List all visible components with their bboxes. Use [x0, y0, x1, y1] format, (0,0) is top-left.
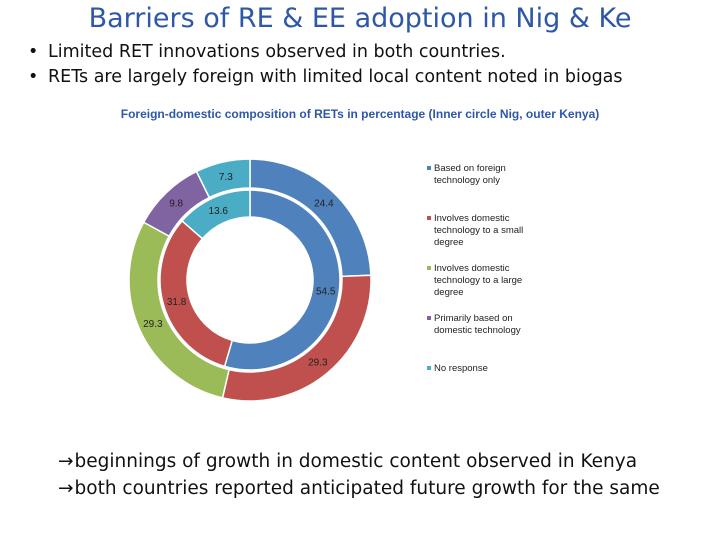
legend-item-small-domestic: Involves domestic technology to a small …	[427, 213, 547, 249]
arrow-right-icon: →	[58, 478, 74, 499]
bullet-marker: •	[28, 42, 39, 62]
outer-data-label-small-domestic: 29.3	[308, 358, 328, 369]
legend-label: Involves domestic technology to a small …	[434, 213, 524, 248]
inner-data-label-small-domestic: 31.8	[167, 297, 187, 308]
legend-label: No response	[434, 363, 488, 374]
footer-text: both countries reported anticipated futu…	[74, 478, 660, 499]
outer-slice-no-response	[195, 158, 251, 199]
legend-swatch-no-response	[427, 366, 431, 370]
legend-item-large-domestic: Involves domestic technology to a large …	[427, 263, 547, 299]
legend-label: Involves domestic technology to a large …	[434, 263, 523, 298]
footer-notes: →beginnings of growth in domestic conten…	[58, 448, 660, 502]
bullet-item: • RETs are largely foreign with limited …	[28, 65, 623, 90]
outer-data-label-foreign-only: 24.4	[314, 199, 334, 210]
bullet-item: • Limited RET innovations observed in bo…	[28, 40, 623, 65]
arrow-right-icon: →	[58, 451, 74, 472]
chart-title: Foreign-domestic composition of RETs in …	[120, 107, 600, 121]
footer-line: →both countries reported anticipated fut…	[58, 475, 660, 502]
inner-data-label-no-response: 13.6	[209, 206, 229, 217]
legend-swatch-primarily-domestic	[427, 316, 431, 320]
donut-chart: 54.5 31.8 13.6 24.4 29.3 29.3 9.8 7.3	[128, 158, 372, 402]
inner-slice-foreign-only	[223, 189, 341, 371]
legend-label: Based on foreign technology only	[434, 163, 506, 186]
outer-data-label-no-response: 7.3	[219, 172, 233, 183]
legend-label: Primarily based on domestic technology	[434, 313, 521, 336]
bullet-list: • Limited RET innovations observed in bo…	[28, 40, 623, 90]
legend-item-foreign-only: Based on foreign technology only	[427, 163, 547, 187]
legend-swatch-large-domestic	[427, 266, 431, 270]
slide-title: Barriers of RE & EE adoption in Nig & Ke	[88, 3, 632, 34]
outer-data-label-primarily-domestic: 9.8	[169, 199, 183, 210]
footer-text: beginnings of growth in domestic content…	[74, 451, 638, 472]
legend-item-primarily-domestic: Primarily based on domestic technology	[427, 313, 547, 337]
footer-line: →beginnings of growth in domestic conten…	[58, 448, 660, 475]
legend-swatch-small-domestic	[427, 216, 431, 220]
inner-data-label-foreign-only: 54.5	[316, 286, 336, 297]
outer-data-label-large-domestic: 29.3	[143, 319, 163, 330]
bullet-text: Limited RET innovations observed in both…	[48, 42, 506, 62]
legend-swatch-foreign-only	[427, 166, 431, 170]
bullet-marker: •	[28, 67, 39, 87]
legend-item-no-response: No response	[427, 363, 547, 375]
bullet-text: RETs are largely foreign with limited lo…	[48, 67, 623, 87]
inner-slice-no-response	[181, 189, 251, 240]
